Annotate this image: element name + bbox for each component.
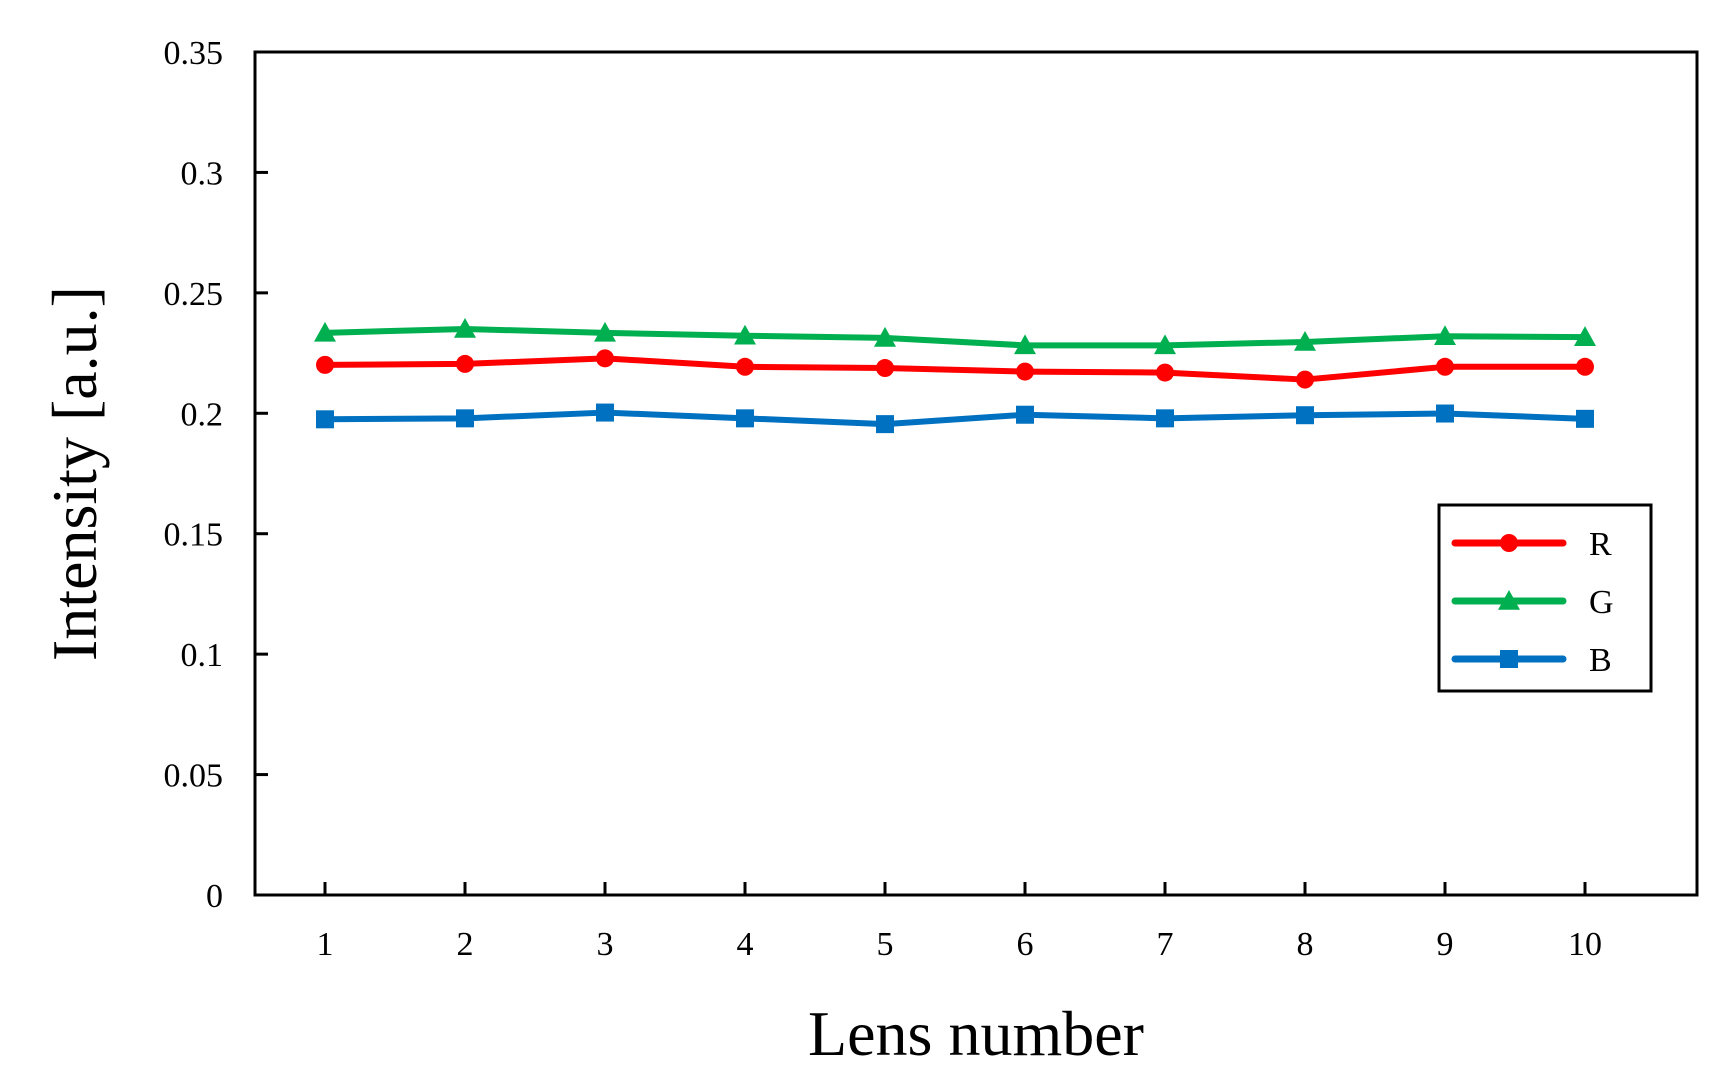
series-g-point: [1294, 330, 1316, 351]
series-r-point: [1156, 363, 1174, 382]
x-tick-label: 9: [1437, 926, 1454, 963]
series-b-point: [1436, 404, 1454, 423]
series-g-line: [324, 325, 1586, 349]
series-b: [316, 403, 1594, 434]
y-tick-label: 0.3: [181, 155, 224, 192]
series-r-point: [736, 357, 754, 376]
legend-label-b: B: [1589, 642, 1612, 679]
x-tick-label: 1: [317, 926, 334, 963]
y-tick-label: 0.2: [181, 396, 224, 433]
series-g-point: [314, 321, 336, 342]
y-tick-label: 0: [206, 878, 223, 915]
legend: RGB: [1437, 503, 1653, 693]
series-r-point: [456, 354, 474, 373]
legend-label-r: R: [1589, 526, 1612, 563]
series-r-point: [876, 359, 894, 378]
series-b-line: [324, 409, 1586, 428]
series-g-point: [1014, 334, 1036, 355]
series-r-point: [1296, 370, 1314, 389]
series-g-point: [1154, 334, 1176, 355]
series-r-point: [1016, 362, 1034, 381]
x-tick-label: 3: [597, 926, 614, 963]
series-g-point: [1434, 325, 1456, 346]
series-b-point: [736, 409, 754, 428]
series-b-point: [1016, 405, 1034, 424]
series-b-point: [316, 410, 334, 429]
series-g-point: [1574, 326, 1596, 346]
series-layer: [314, 317, 1596, 434]
y-tick-label: 0.1: [181, 637, 224, 674]
y-tick-label: 0.35: [164, 35, 224, 72]
series-g-point: [594, 321, 616, 342]
series-g: [314, 317, 1596, 355]
x-axis-title: Lens number: [808, 998, 1144, 1069]
series-r-point: [596, 349, 614, 368]
y-axis-title: Intensity [a.u.]: [39, 286, 110, 661]
x-tick-label: 5: [877, 926, 894, 963]
series-b-point: [1296, 406, 1314, 425]
series-b-point: [1156, 409, 1174, 428]
x-tick-label: 7: [1157, 926, 1174, 963]
series-r-line: [324, 355, 1585, 383]
x-tick-label: 6: [1017, 926, 1034, 963]
series-g-point: [454, 317, 476, 338]
series-r-point: [1436, 357, 1454, 376]
legend-marker-b: [1500, 650, 1518, 668]
series-r-point: [1576, 357, 1594, 376]
series-g-point: [874, 326, 896, 347]
series-b-point: [876, 415, 894, 434]
legend-marker-r: [1500, 534, 1518, 552]
legend-label-g: G: [1589, 584, 1614, 621]
series-g-point: [734, 324, 756, 345]
x-tick-label: 2: [457, 926, 474, 963]
plot-frame: [253, 50, 1699, 897]
legend-marker-g: [1498, 590, 1520, 610]
series-b-point: [1576, 409, 1594, 428]
y-tick-label: 0.05: [164, 758, 224, 795]
y-tick-label: 0.25: [164, 276, 224, 313]
y-tick-label: 0.15: [164, 517, 224, 554]
x-tick-label: 4: [737, 926, 754, 963]
series-r: [316, 349, 1594, 389]
series-b-point: [456, 409, 474, 428]
x-tick-label: 10: [1568, 926, 1602, 963]
axes-layer: 0 0.05 0.1 0.15 0.2 0.25 0.3 0.35 1 2 3 4 5 6 7 8 9 10 Len…: [39, 35, 1699, 1069]
series-r-point: [316, 355, 334, 374]
x-tick-label: 8: [1297, 926, 1314, 963]
series-b-point: [596, 403, 614, 422]
